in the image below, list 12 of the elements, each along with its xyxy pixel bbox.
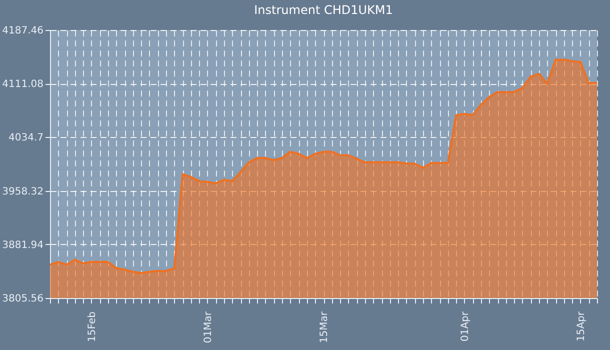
y-tick-label: 4111.08 xyxy=(2,79,44,90)
x-tick-label: 15Feb xyxy=(86,312,98,342)
y-tick-label: 4187.46 xyxy=(2,26,44,36)
y-tick-label: 4034.7 xyxy=(8,132,44,144)
x-tick-label: 01Mar xyxy=(202,310,214,344)
chart-title: Instrument CHD1UKM1 xyxy=(254,3,393,17)
x-tick-label: 01Apr xyxy=(460,310,471,342)
y-tick-label: 3805.56 xyxy=(2,294,44,304)
y-tick-label: 3881.94 xyxy=(2,240,44,251)
y-tick-label: 3958.32 xyxy=(2,186,44,198)
x-tick-label: 15Apr xyxy=(576,310,587,342)
x-tick-label: 15Mar xyxy=(319,310,330,344)
